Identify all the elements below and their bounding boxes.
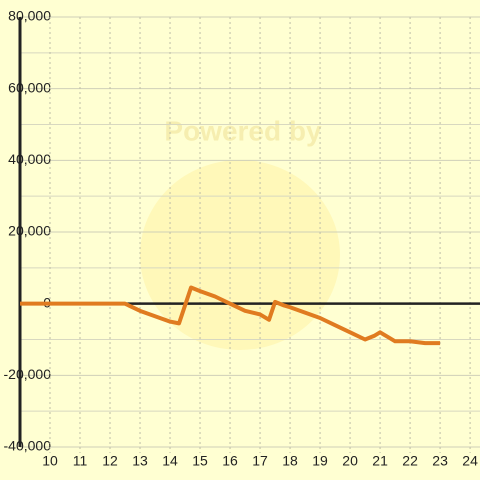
y-tick-label: 80,000 bbox=[8, 8, 51, 24]
watermark: Powered by bbox=[164, 115, 322, 146]
x-tick-label: 23 bbox=[432, 453, 448, 469]
x-tick-label: 13 bbox=[132, 453, 148, 469]
x-tick-label: 10 bbox=[42, 453, 58, 469]
x-tick-label: 21 bbox=[372, 453, 388, 469]
x-tick-label: 20 bbox=[342, 453, 358, 469]
x-tick-label: 22 bbox=[402, 453, 418, 469]
x-tick-label: 17 bbox=[252, 453, 268, 469]
x-tick-label: 11 bbox=[73, 453, 88, 469]
line-series bbox=[20, 285, 441, 346]
x-tick-label: 24 bbox=[462, 453, 478, 469]
x-tick-label: 19 bbox=[312, 453, 328, 469]
y-tick-label: -40,000 bbox=[4, 438, 52, 454]
y-tick-label: 40,000 bbox=[8, 151, 51, 167]
y-tick-label: 20,000 bbox=[8, 223, 51, 239]
x-tick-label: 15 bbox=[192, 453, 208, 469]
x-tick-label: 14 bbox=[162, 453, 178, 469]
x-tick-label: 12 bbox=[102, 453, 118, 469]
x-tick-label: 18 bbox=[282, 453, 298, 469]
x-tick-label: 16 bbox=[222, 453, 238, 469]
y-tick-label: 60,000 bbox=[8, 79, 51, 95]
y-tick-label: -20,000 bbox=[4, 366, 52, 382]
